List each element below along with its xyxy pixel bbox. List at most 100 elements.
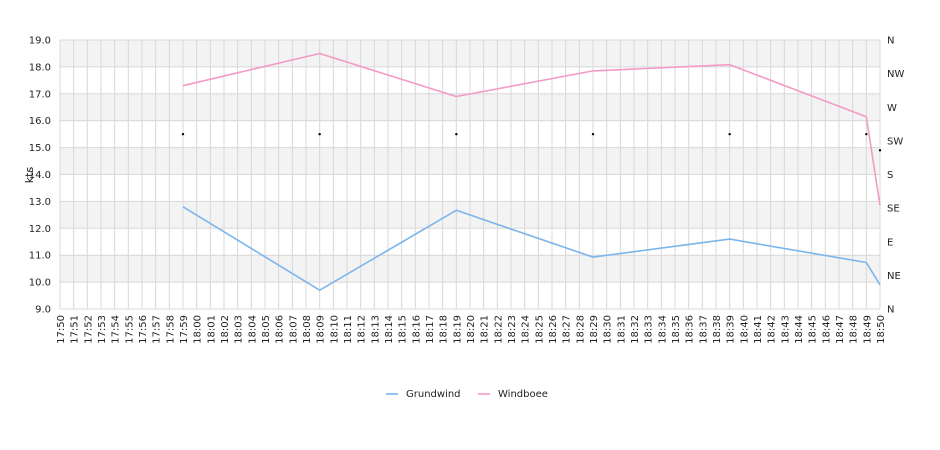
x-tick-label: 18:39 <box>726 315 737 344</box>
x-tick-label: 18:45 <box>808 315 819 344</box>
x-tick-label: 18:23 <box>507 315 518 344</box>
y-tick-label: 19.0 <box>29 36 51 47</box>
y-tick-label: 14.0 <box>29 170 51 181</box>
x-tick-label: 18:22 <box>493 315 504 344</box>
x-tick-label: 18:19 <box>452 315 463 344</box>
y2-tick-label: N <box>887 305 894 316</box>
x-tick-label: 17:50 <box>56 315 67 344</box>
x-tick-label: 18:15 <box>398 315 409 344</box>
y-tick-label: 12.0 <box>29 224 51 235</box>
x-tick-label: 18:40 <box>739 315 750 344</box>
direction-markers <box>181 132 882 152</box>
x-tick-label: 17:54 <box>111 315 122 344</box>
x-tick-label: 18:04 <box>247 315 258 344</box>
y2-tick-label: NE <box>887 271 901 282</box>
x-tick-label: 18:08 <box>302 315 313 344</box>
y2-tick-label: W <box>887 103 897 114</box>
x-tick-label: 18:25 <box>534 315 545 344</box>
y2-axis-ticks: N NE E SE S SW W NW N <box>887 36 904 316</box>
x-tick-label: 18:41 <box>753 315 764 344</box>
x-tick-label: 18:05 <box>261 315 272 344</box>
x-tick-label: 18:10 <box>329 315 340 344</box>
x-tick-label: 18:46 <box>821 315 832 344</box>
direction-marker <box>728 132 731 136</box>
x-tick-label: 18:06 <box>275 315 286 344</box>
x-tick-label: 18:38 <box>712 315 723 344</box>
x-tick-label: 18:01 <box>206 315 217 344</box>
x-tick-label: 17:58 <box>165 315 176 344</box>
x-axis-ticks: 17:50 17:51 17:52 17:53 17:54 17:55 17:56 17:57… <box>56 315 887 344</box>
y-tick-label: 17.0 <box>29 89 51 100</box>
x-tick-label: 18:02 <box>220 315 231 344</box>
x-tick-label: 18:24 <box>521 315 532 344</box>
x-tick-label: 17:51 <box>70 315 81 344</box>
x-tick-label: 18:11 <box>343 315 354 344</box>
x-tick-label: 18:13 <box>370 315 381 344</box>
x-tick-label: 18:44 <box>794 315 805 344</box>
y-tick-label: 16.0 <box>29 116 51 127</box>
x-tick-label: 18:30 <box>603 315 614 344</box>
x-tick-label: 17:52 <box>83 315 94 344</box>
y-axis-label: kts <box>23 167 36 184</box>
direction-marker <box>878 149 882 152</box>
x-tick-label: 18:50 <box>876 315 887 344</box>
x-tick-label: 18:34 <box>657 315 668 344</box>
x-tick-label: 18:29 <box>589 315 600 344</box>
x-tick-label: 18:00 <box>193 315 204 344</box>
x-tick-label: 17:59 <box>179 315 190 344</box>
direction-marker <box>181 132 185 136</box>
x-tick-label: 18:36 <box>685 315 696 344</box>
x-tick-label: 18:31 <box>616 315 627 344</box>
x-tick-label: 18:32 <box>630 315 641 344</box>
x-tick-label: 18:27 <box>562 315 573 344</box>
y-tick-label: 13.0 <box>29 197 51 208</box>
y2-tick-label: SW <box>887 136 903 147</box>
x-tick-label: 18:33 <box>644 315 655 344</box>
series-lines <box>182 52 881 291</box>
x-tick-label: 17:53 <box>97 315 108 344</box>
x-tick-label: 18:03 <box>234 315 245 344</box>
horizontal-grid <box>60 39 880 310</box>
y2-tick-label: S <box>887 170 893 181</box>
y-tick-label: 9.0 <box>35 305 51 316</box>
legend-label: Grundwind <box>406 389 461 400</box>
y2-tick-label: N <box>887 36 894 47</box>
y-tick-label: 15.0 <box>29 143 51 154</box>
x-tick-label: 18:49 <box>862 315 873 344</box>
y-tick-label: 11.0 <box>29 251 51 262</box>
x-tick-label: 17:55 <box>124 315 135 344</box>
y-axis-ticks: 9.0 10.0 11.0 12.0 13.0 14.0 15.0 16.0 17.0 18.0 1… <box>29 36 51 316</box>
x-tick-label: 18:07 <box>288 315 299 344</box>
series-line-windboee <box>182 52 881 206</box>
series-line-grundwind <box>182 206 881 291</box>
direction-marker <box>865 132 868 136</box>
y-tick-label: 18.0 <box>29 62 51 73</box>
direction-marker <box>455 132 458 136</box>
direction-marker <box>591 132 595 136</box>
x-tick-label: 18:17 <box>425 315 436 344</box>
y-tick-label: 10.0 <box>29 278 51 289</box>
y2-tick-label: NW <box>887 69 904 80</box>
x-tick-label: 18:42 <box>767 315 778 344</box>
x-tick-label: 18:16 <box>411 315 422 344</box>
x-tick-label: 18:28 <box>575 315 586 344</box>
y2-tick-label: SE <box>887 204 900 215</box>
x-tick-label: 18:37 <box>698 315 709 344</box>
x-tick-label: 18:18 <box>439 315 450 344</box>
x-tick-label: 18:09 <box>316 315 327 344</box>
x-tick-label: 18:12 <box>357 315 368 344</box>
x-tick-label: 18:21 <box>480 315 491 344</box>
x-tick-label: 17:57 <box>152 315 163 344</box>
legend-label: Windboee <box>498 389 548 400</box>
x-tick-label: 18:14 <box>384 315 395 344</box>
legend: Grundwind Windboee <box>386 389 548 400</box>
x-tick-label: 18:43 <box>780 315 791 344</box>
x-tick-label: 18:20 <box>466 315 477 344</box>
x-tick-label: 18:47 <box>835 315 846 344</box>
y2-tick-label: E <box>887 237 893 248</box>
x-tick-label: 18:35 <box>671 315 682 344</box>
x-tick-label: 18:26 <box>548 315 559 344</box>
x-tick-label: 17:56 <box>138 315 149 344</box>
x-tick-label: 18:48 <box>849 315 860 344</box>
